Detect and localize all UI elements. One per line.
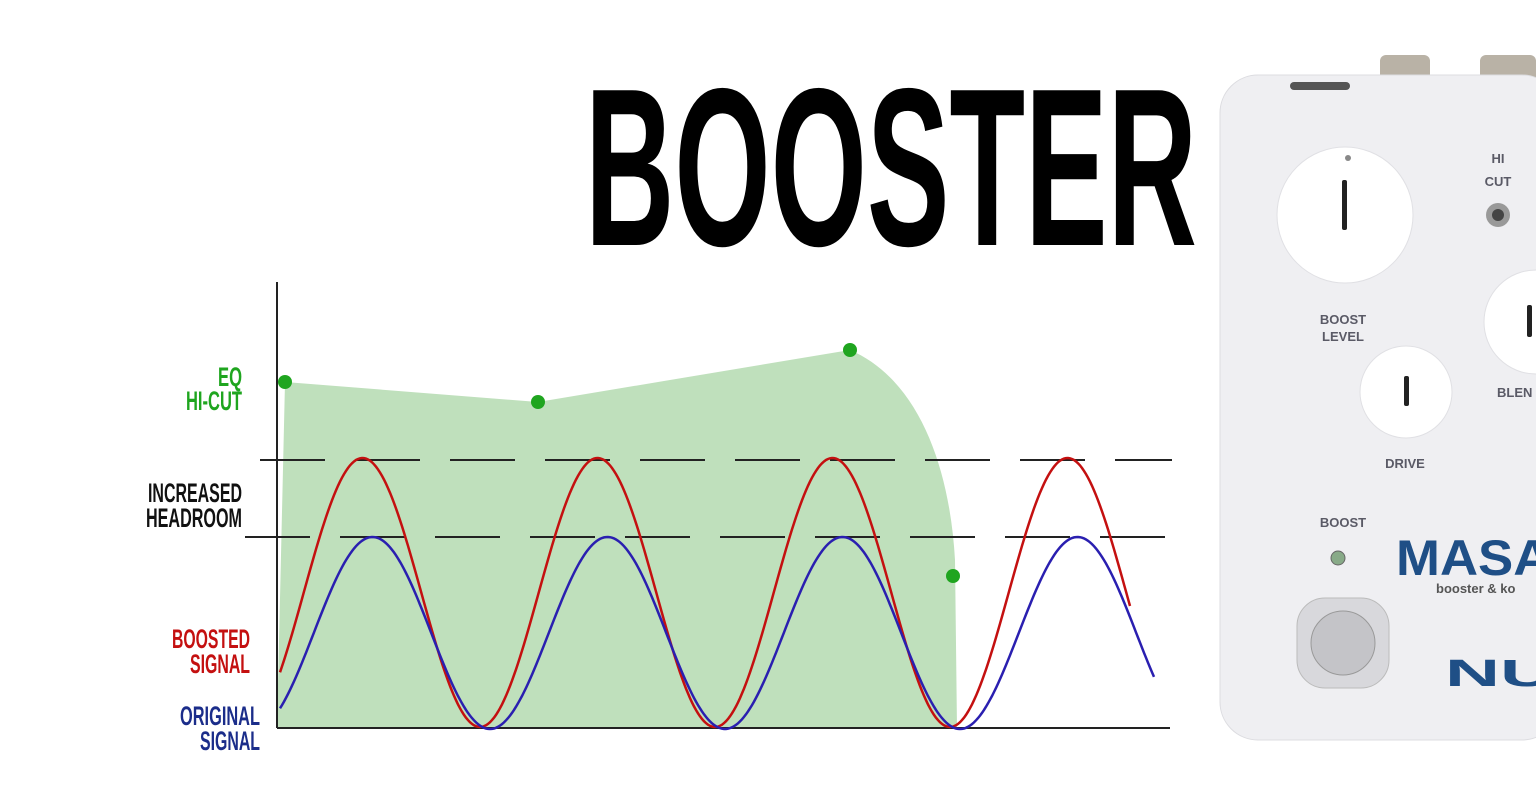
knob-indicator bbox=[1342, 180, 1347, 230]
eq-point bbox=[278, 375, 292, 389]
led bbox=[1330, 550, 1346, 566]
pedal-label: BLEN bbox=[1497, 385, 1532, 400]
tagline: booster & ko bbox=[1436, 581, 1516, 596]
knob-indicator bbox=[1404, 376, 1409, 406]
headroom-label: INCREASED bbox=[148, 478, 242, 508]
boosted-label: BOOSTED bbox=[172, 624, 250, 654]
original-label: ORIGINAL bbox=[180, 701, 260, 731]
eq-label: HI-CUT bbox=[186, 386, 242, 416]
toggle bbox=[1492, 209, 1504, 221]
eq-label: EQ bbox=[218, 362, 242, 392]
dot bbox=[1345, 155, 1351, 161]
knob bbox=[1483, 269, 1536, 375]
brand: MASAI bbox=[1396, 530, 1536, 586]
headroom-label: HEADROOM bbox=[146, 503, 242, 533]
logo: NU bbox=[1445, 653, 1536, 695]
knob-indicator bbox=[1527, 305, 1532, 337]
pedal-label: BOOST bbox=[1320, 312, 1366, 327]
pedal-label: CUT bbox=[1485, 174, 1512, 189]
original-label: SIGNAL bbox=[200, 726, 260, 756]
pedal-label: BOOST bbox=[1320, 515, 1366, 530]
pedal-label: LEVEL bbox=[1322, 329, 1364, 344]
boosted-wave bbox=[278, 456, 1132, 729]
eq-point bbox=[531, 395, 545, 409]
eq-point bbox=[946, 569, 960, 583]
original-wave bbox=[278, 535, 1156, 731]
title: BOOSTER bbox=[585, 41, 1197, 293]
pedal-label: DRIVE bbox=[1385, 456, 1425, 471]
slot bbox=[1290, 82, 1350, 90]
waves bbox=[278, 456, 1156, 731]
pedal: HI CUT BOOST LEVEL BLEN DRIVE BOOST MASA… bbox=[1219, 55, 1536, 741]
footswitch bbox=[1310, 610, 1376, 676]
eq-point bbox=[843, 343, 857, 357]
boosted-label: SIGNAL bbox=[190, 649, 250, 679]
pedal-label: HI bbox=[1492, 151, 1505, 166]
eq-points bbox=[278, 343, 960, 583]
